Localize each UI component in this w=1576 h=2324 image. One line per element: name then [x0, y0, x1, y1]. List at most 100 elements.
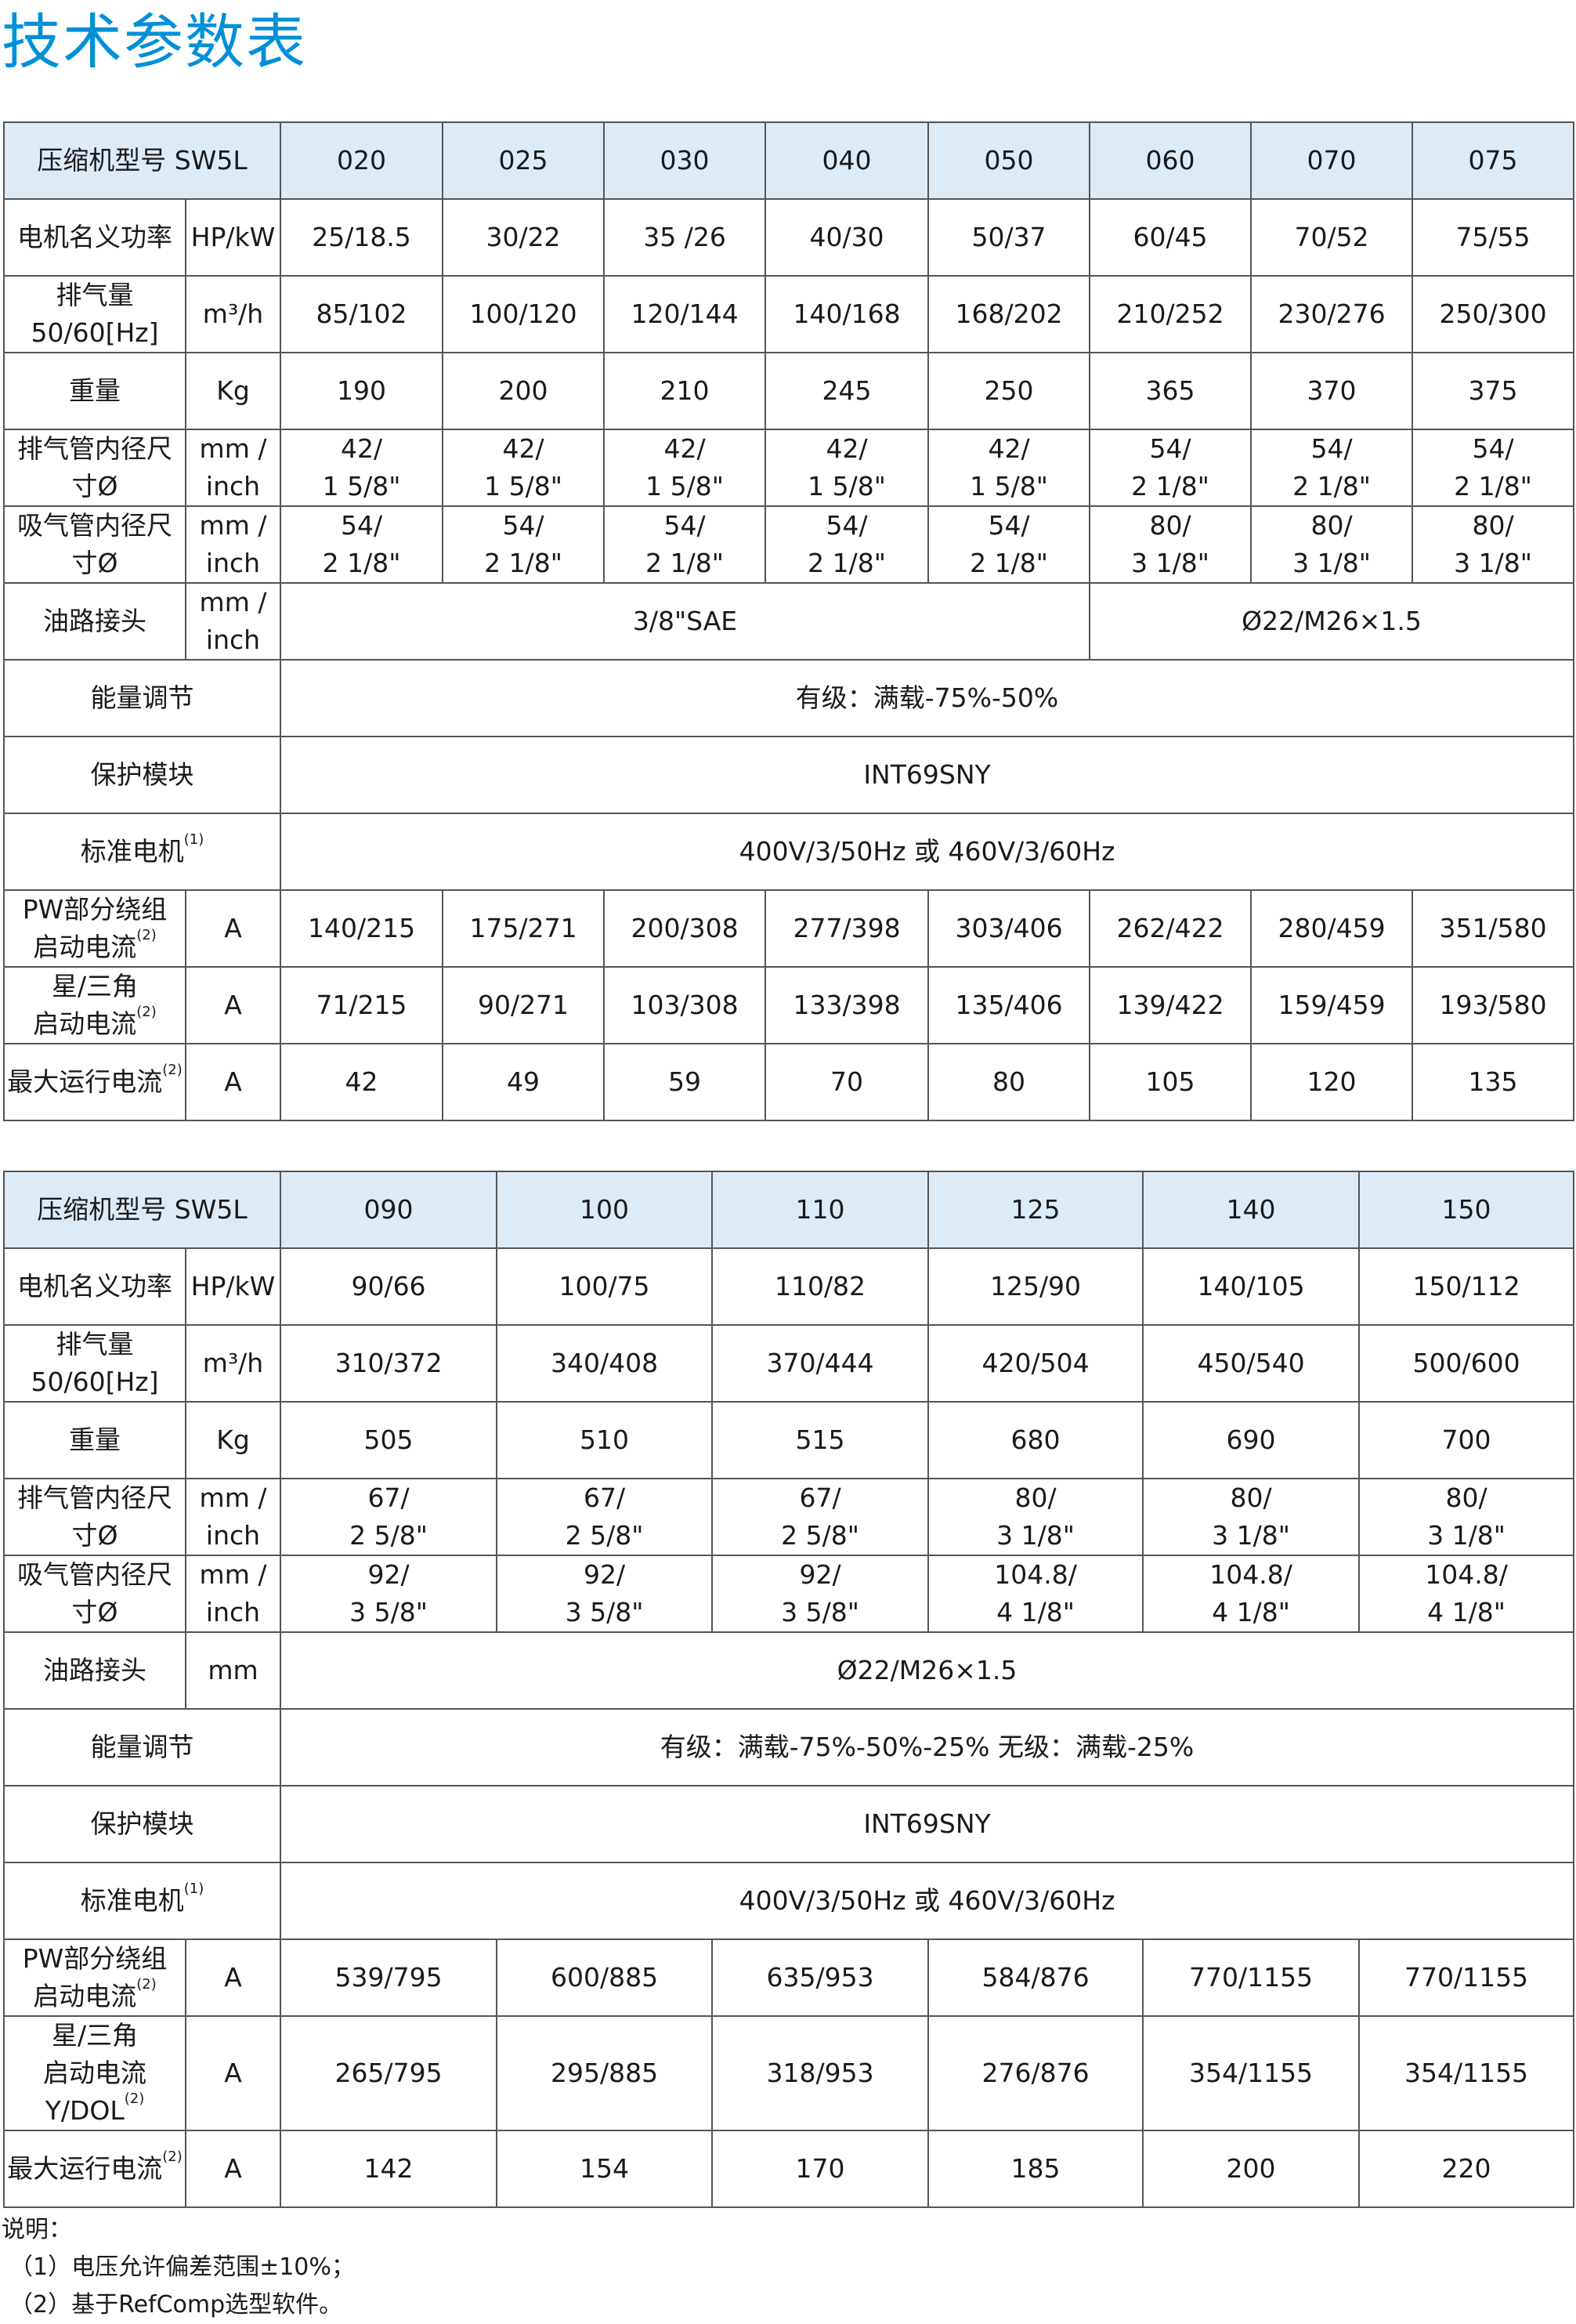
value-cell: 500/600: [1358, 1324, 1575, 1403]
value-cell: 54/ 2 1/8": [1250, 429, 1414, 507]
table-row: 油路接头 mm Ø22/M26×1.5: [3, 1631, 1575, 1710]
footnote-ref: (2): [136, 1004, 157, 1020]
row-label: 排气量 50/60[Hz]: [31, 1329, 159, 1397]
row-label: 能量调节: [90, 682, 194, 714]
row-label-cell: 能量调节: [2, 659, 282, 737]
value-cell: 370: [1250, 352, 1414, 430]
row-label-cell: 油路接头: [3, 1631, 186, 1710]
value-cell: 60/45: [1089, 198, 1252, 277]
row-label-cell: 排气管内径尺寸Ø: [3, 429, 186, 507]
value-cell: 30/22: [442, 198, 605, 277]
value-cell: 90/66: [280, 1247, 498, 1326]
row-label: 最大运行电流: [7, 2152, 163, 2184]
table-row: 吸气管内径尺寸Ø mm / inch 92/ 3 5/8" 92/ 3 5/8" 92/…: [3, 1555, 1575, 1633]
footnote-ref: (1): [183, 831, 204, 849]
value-cell: 104.8/ 4 1/8": [1358, 1555, 1575, 1633]
header-row: 压缩机型号 SW5L 090 100 110 125 140 150: [2, 1171, 1575, 1249]
row-label: 重量: [69, 1424, 121, 1456]
value-cell: 140/105: [1142, 1247, 1361, 1326]
table-row: 排气量 50/60[Hz] m³/h 310/372 340/408 370/444 42…: [3, 1324, 1575, 1403]
value-cell: 有级：满载-75%-50%: [280, 659, 1575, 737]
row-label-cell: 能量调节: [2, 1708, 282, 1786]
row-label: 排气量 50/60[Hz]: [31, 280, 159, 348]
value-cell: 92/ 3 5/8": [280, 1555, 498, 1633]
page-title: 技术参数表: [2, 7, 307, 77]
value-cell: 135: [1412, 1043, 1575, 1121]
notes-heading: 说明：: [2, 2216, 72, 2243]
value-cell: 70/52: [1250, 198, 1414, 277]
row-label-cell: 最大运行电流(2): [3, 2129, 186, 2208]
row-label-cell: 最大运行电流(2): [3, 1043, 186, 1121]
value-cell: 71/215: [280, 966, 444, 1044]
value-cell: 80/ 3 1/8": [1412, 505, 1575, 584]
model-header-cell: 090: [280, 1171, 498, 1249]
model-header-cell: 050: [927, 121, 1091, 200]
row-label-cell: 标准电机(1): [2, 1862, 282, 1940]
row-label-cell: 标准电机(1): [2, 813, 282, 891]
value-cell: 770/1155: [1358, 1938, 1575, 2017]
value-cell: 42: [280, 1043, 444, 1121]
value-cell: 210: [603, 352, 767, 430]
unit-cell: A: [184, 1043, 282, 1121]
value-cell: 3/8"SAE: [280, 582, 1091, 661]
value-cell: 80/ 3 1/8": [927, 1478, 1144, 1556]
value-cell: 375: [1412, 352, 1575, 430]
value-cell: 420/504: [927, 1324, 1144, 1403]
value-cell: 600/885: [496, 1938, 714, 2017]
table-row: 重量 Kg 190 200 210 245 250 365 370 375: [3, 352, 1575, 430]
table-row: PW部分绕组 启动电流(2) A 140/215 175/271 200/308 277/…: [3, 889, 1575, 968]
footnote-ref: (2): [136, 927, 157, 943]
value-cell: 295/885: [496, 2015, 714, 2131]
value-cell: 505: [280, 1401, 498, 1479]
value-cell: 168/202: [927, 275, 1091, 353]
table-row: 能量调节 有级：满载-75%-50%: [2, 659, 1575, 737]
row-label: PW部分绕组 启动电流: [22, 894, 168, 962]
value-cell: 354/1155: [1142, 2015, 1361, 2131]
value-cell: 262/422: [1089, 889, 1252, 968]
value-cell: 42/ 1 5/8": [280, 429, 444, 507]
value-cell: 50/37: [927, 198, 1091, 277]
model-header-cell: 125: [927, 1171, 1144, 1249]
value-cell: 450/540: [1142, 1324, 1361, 1403]
value-cell: 80/ 3 1/8": [1358, 1478, 1575, 1556]
row-label: 保护模块: [90, 1808, 194, 1840]
value-cell: 54/ 2 1/8": [927, 505, 1091, 584]
model-header-cell: 025: [442, 121, 605, 200]
value-cell: 303/406: [927, 889, 1091, 968]
table-row: 排气量 50/60[Hz] m³/h 85/102 100/120 120/144 140…: [3, 275, 1575, 353]
model-header-cell: 070: [1250, 121, 1414, 200]
value-cell: 59: [603, 1043, 767, 1121]
value-cell: 54/ 2 1/8": [603, 505, 767, 584]
value-cell: 42/ 1 5/8": [603, 429, 767, 507]
unit-cell: Kg: [184, 1401, 282, 1479]
value-cell: 80/ 3 1/8": [1089, 505, 1252, 584]
value-cell: 105: [1089, 1043, 1252, 1121]
table-row: 电机名义功率 HP/kW 90/66 100/75 110/82 125/90 140/10…: [3, 1247, 1575, 1326]
unit-cell: mm / inch: [184, 429, 282, 507]
value-cell: 250: [927, 352, 1091, 430]
spec-table-2: 压缩机型号 SW5L 090 100 110 125 140 150 电机名义功率 HP/kW 9…: [2, 1171, 1575, 2208]
table-row: 最大运行电流(2) A 142 154 170 185 200 220: [3, 2129, 1575, 2208]
value-cell: 140/215: [280, 889, 444, 968]
row-label: 星/三角 启动电流: [33, 971, 139, 1039]
value-cell: 142: [280, 2129, 498, 2208]
row-label-cell: PW部分绕组 启动电流(2): [3, 1938, 186, 2017]
row-label: 能量调节: [90, 1732, 194, 1763]
value-cell: 103/308: [603, 966, 767, 1044]
footnote-ref: (2): [162, 1062, 183, 1079]
value-cell: 276/876: [927, 2015, 1144, 2131]
value-cell: 770/1155: [1142, 1938, 1361, 2017]
unit-cell: mm / inch: [184, 505, 282, 584]
row-label-cell: 重量: [3, 1401, 186, 1479]
value-cell: 135/406: [927, 966, 1091, 1044]
value-cell: 92/ 3 5/8": [711, 1555, 930, 1633]
value-cell: INT69SNY: [280, 736, 1575, 814]
value-cell: 680: [927, 1401, 1144, 1479]
model-header-cell: 060: [1089, 121, 1252, 200]
value-cell: 159/459: [1250, 966, 1414, 1044]
notes: 说明： （1）电压允许偏差范围±10%； （2）基于RefComp选型软件。: [2, 2211, 355, 2324]
value-cell: 75/55: [1412, 198, 1575, 277]
row-label-cell: 排气管内径尺寸Ø: [3, 1478, 186, 1556]
table-row: 标准电机(1) 400V/3/50Hz 或 460V/3/60Hz: [2, 813, 1575, 891]
row-label: 重量: [69, 375, 121, 407]
